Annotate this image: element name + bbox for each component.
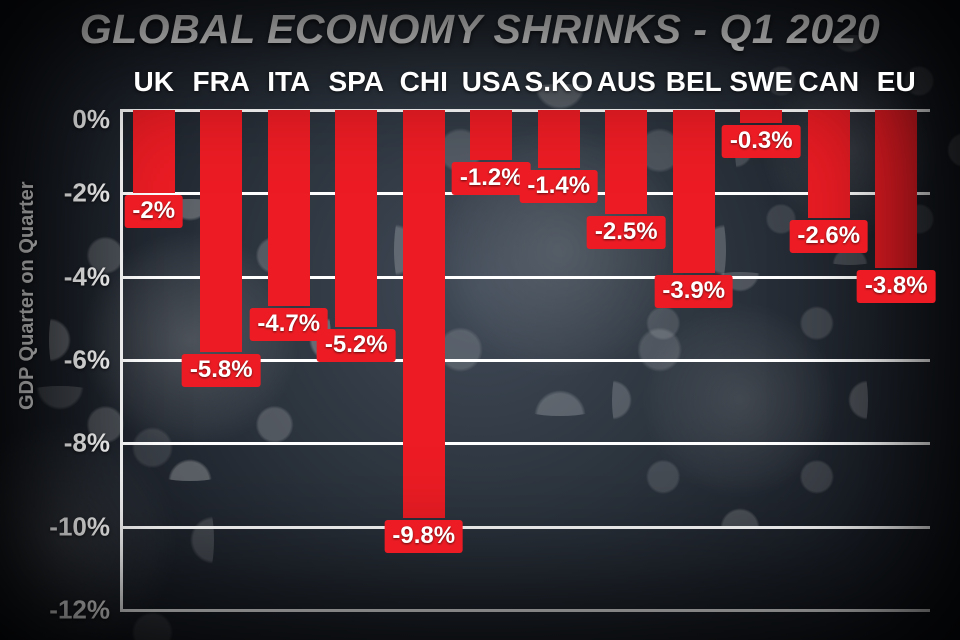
value-label: -2% — [124, 195, 183, 228]
y-tick-label: -8% — [64, 428, 110, 459]
category-label: SWE — [729, 66, 793, 98]
bar — [403, 110, 445, 518]
y-axis-title: GDP Quarter on Quarter — [16, 181, 39, 410]
chart-title: GLOBAL ECONOMY SHRINKS - Q1 2020 — [0, 6, 960, 53]
value-label: -2.5% — [587, 216, 666, 249]
category-label: USA — [462, 66, 521, 98]
value-label: -3.9% — [654, 275, 733, 308]
y-tick-label: -10% — [49, 511, 110, 542]
bar — [538, 110, 580, 168]
value-label: -2.6% — [789, 220, 868, 253]
bar — [740, 110, 782, 123]
bar — [268, 110, 310, 306]
gridline — [120, 442, 930, 445]
bar — [133, 110, 175, 193]
y-tick-label: 0% — [72, 104, 110, 135]
category-label: CAN — [798, 66, 859, 98]
category-label: AUS — [597, 66, 656, 98]
category-label: BEL — [666, 66, 722, 98]
bar — [200, 110, 242, 352]
value-label: -9.8% — [384, 520, 463, 553]
chart-stage: GLOBAL ECONOMY SHRINKS - Q1 2020 0% -2% -4… — [0, 0, 960, 640]
category-label: ITA — [267, 66, 310, 98]
category-label: FRA — [192, 66, 250, 98]
category-label: S.KO — [525, 66, 593, 98]
y-tick-label: -6% — [64, 345, 110, 376]
bar — [808, 110, 850, 218]
value-label: -0.3% — [722, 125, 801, 158]
category-label: CHI — [400, 66, 448, 98]
value-label: -5.8% — [182, 354, 261, 387]
category-label: EU — [877, 66, 916, 98]
gridline — [120, 609, 930, 612]
value-label: -1.4% — [519, 170, 598, 203]
category-label: SPA — [329, 66, 385, 98]
bar — [605, 110, 647, 214]
y-tick-label: -2% — [64, 178, 110, 209]
bar — [673, 110, 715, 273]
bar — [335, 110, 377, 327]
bar — [875, 110, 917, 268]
value-label: -5.2% — [317, 329, 396, 362]
y-tick-label: -12% — [49, 595, 110, 626]
value-label: -3.8% — [857, 270, 936, 303]
y-tick-label: -4% — [64, 261, 110, 292]
gridline — [120, 526, 930, 529]
bar — [470, 110, 512, 160]
category-label: UK — [134, 66, 174, 98]
